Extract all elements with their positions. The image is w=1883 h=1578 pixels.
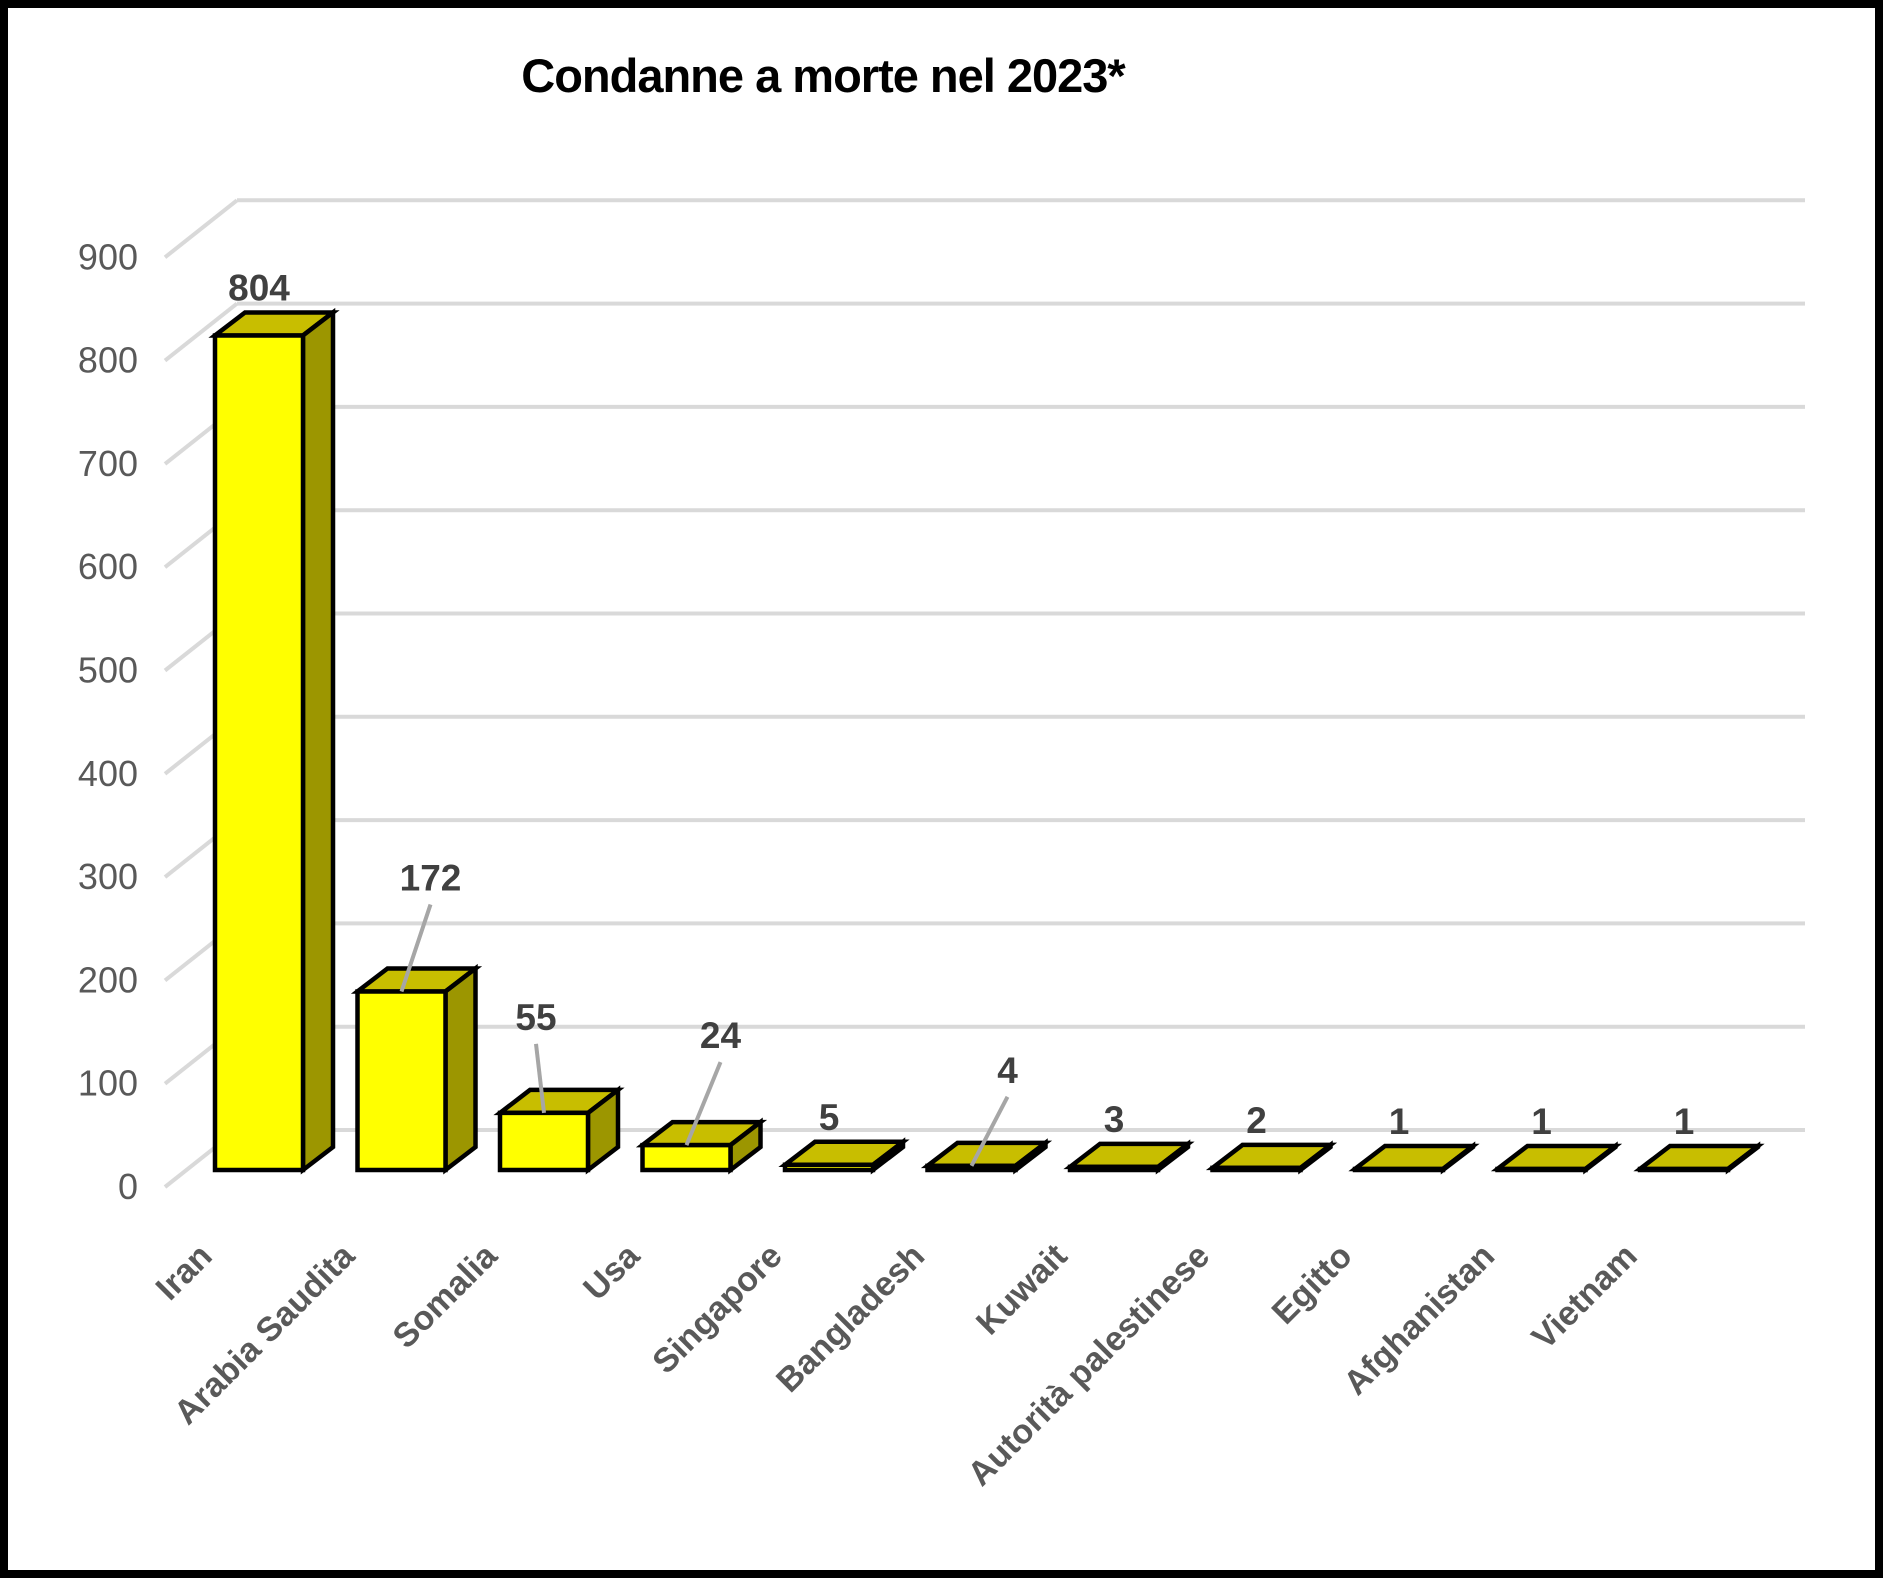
category-label: Autorità palestinese <box>960 1237 1217 1494</box>
category-label: Egitto <box>1265 1237 1360 1332</box>
category-label: Somalia <box>386 1236 506 1356</box>
y-axis-tick-label: 100 <box>78 1063 138 1104</box>
bar-front-face <box>1352 1166 1446 1173</box>
bar-front-face <box>1495 1166 1588 1173</box>
y-axis-tick-label: 900 <box>78 236 138 277</box>
data-label: 55 <box>515 997 556 1038</box>
y-axis-tick-label: 200 <box>78 959 138 1000</box>
bar-front-face <box>640 1142 733 1173</box>
data-label: 24 <box>700 1015 742 1056</box>
y-axis-tick-label: 800 <box>78 340 138 381</box>
bar-front-face <box>1067 1164 1161 1173</box>
bar-front-face <box>1637 1166 1731 1173</box>
bar-chart-3d: 0 100 200 300 400 500 600 700 800 900 804 172 55 24 5 4… <box>78 198 1805 1494</box>
category-label: Singapore <box>645 1237 789 1381</box>
category-label: Kuwait <box>969 1237 1075 1343</box>
category-label: Vietnam <box>1525 1237 1645 1357</box>
bar-front-face <box>355 989 448 1173</box>
gridline-depth-connector <box>163 198 239 259</box>
category-label: Usa <box>576 1236 648 1308</box>
chart-title: Condanne a morte nel 2023* <box>521 49 1125 102</box>
bar-front-face <box>925 1163 1018 1173</box>
y-axis-tick-label: 400 <box>78 753 138 794</box>
data-label: 1 <box>1531 1101 1552 1142</box>
data-label: 1 <box>1389 1101 1410 1142</box>
bar-front-face <box>1210 1165 1303 1173</box>
bar-side-face <box>443 963 478 1175</box>
bar-front-face <box>782 1162 876 1173</box>
category-label: Iran <box>149 1237 220 1308</box>
y-axis-tick-label: 0 <box>118 1166 138 1207</box>
bar-front-face <box>212 333 306 1173</box>
data-label: 5 <box>819 1097 840 1138</box>
data-label: 4 <box>997 1050 1018 1091</box>
bar-side-face <box>300 307 336 1175</box>
data-label-leader-line <box>969 1095 1010 1167</box>
category-label: Afghanistan <box>1336 1237 1502 1403</box>
gridline-depth-connector <box>163 302 239 363</box>
data-label: 1 <box>1674 1101 1695 1142</box>
data-label: 172 <box>400 857 462 898</box>
data-label-leader-line <box>534 1043 546 1114</box>
data-label: 804 <box>228 267 290 308</box>
category-label: Bangladesh <box>769 1237 932 1400</box>
data-label-leader-line <box>399 903 433 993</box>
y-axis-tick-label: 700 <box>78 443 138 484</box>
bar-front-face <box>497 1110 591 1173</box>
y-axis-tick-label: 600 <box>78 546 138 587</box>
y-axis-tick-label: 500 <box>78 650 138 691</box>
data-label-leader-line <box>684 1061 723 1146</box>
data-label: 2 <box>1246 1100 1267 1141</box>
y-axis-tick-label: 300 <box>78 856 138 897</box>
data-label: 3 <box>1104 1099 1125 1140</box>
